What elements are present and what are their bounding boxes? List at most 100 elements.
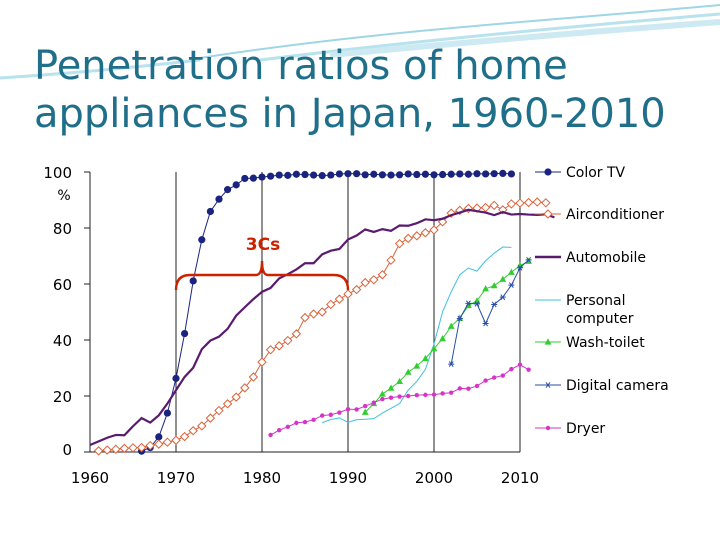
data-point-color-tv: [413, 170, 421, 179]
data-point-dryer: [328, 412, 333, 417]
data-point-dryer: [380, 396, 385, 402]
data-point-airconditioner: [188, 426, 198, 436]
legend-label: Personal: [566, 293, 626, 309]
data-point-dryer: [285, 424, 290, 429]
series-line-digital-camera: [450, 259, 529, 365]
legend-item-airconditioner: Airconditioner: [535, 207, 664, 223]
data-point-color-tv: [310, 171, 318, 179]
data-point-color-tv: [215, 195, 223, 203]
legend-swatch-marker: [544, 338, 552, 345]
data-point-airconditioner: [351, 284, 362, 295]
data-point-airconditioner: [420, 228, 431, 238]
data-point-airconditioner: [369, 275, 379, 285]
legend-label: Digital camera: [566, 378, 669, 394]
data-point-airconditioner: [412, 231, 422, 241]
slide-title-line2: appliances in Japan, 1960-2010: [34, 91, 666, 137]
y-tick-label: 40: [53, 332, 72, 350]
data-point-wash-toilet: [422, 354, 429, 362]
data-point-color-tv: [275, 171, 283, 179]
series-automobile: [89, 208, 555, 447]
data-point-airconditioner: [300, 312, 310, 323]
chart-series-layer: [89, 169, 555, 456]
data-point-airconditioner: [334, 294, 345, 304]
legend-item-personal-computer: Personal computer: [535, 293, 634, 327]
legend-swatch-marker: [544, 168, 552, 176]
y-unit-label: %: [57, 188, 70, 204]
data-point-wash-toilet: [404, 368, 412, 375]
data-point-color-tv: [456, 170, 464, 178]
data-point-airconditioner: [162, 437, 173, 447]
data-point-dryer: [500, 373, 505, 378]
data-point-dryer: [354, 407, 359, 412]
data-point-airconditioner: [111, 444, 121, 454]
legend-label: computer: [566, 311, 634, 327]
legend-item-automobile: Automobile: [535, 250, 646, 266]
data-point-dryer: [371, 400, 376, 405]
data-point-wash-toilet: [439, 335, 446, 342]
data-point-dryer: [526, 367, 531, 372]
data-point-airconditioner: [197, 421, 207, 431]
data-point-airconditioner: [394, 238, 405, 249]
legend-item-wash-toilet: Wash-toilet: [535, 335, 645, 351]
data-point-airconditioner: [480, 202, 491, 213]
data-point-airconditioner: [360, 277, 370, 288]
data-point-airconditioner: [326, 299, 336, 310]
data-point-wash-toilet: [361, 408, 369, 415]
legend-label: Wash-toilet: [566, 335, 645, 351]
series-color-tv: [138, 169, 515, 455]
data-point-wash-toilet: [387, 384, 395, 391]
data-point-dryer: [277, 427, 282, 433]
data-point-airconditioner: [291, 329, 302, 339]
data-point-dryer: [431, 392, 437, 397]
data-point-wash-toilet: [379, 390, 386, 397]
data-point-digital-camera: [499, 294, 506, 301]
y-tick-label: 0: [62, 441, 72, 459]
data-point-airconditioner: [283, 335, 293, 346]
data-point-airconditioner: [222, 399, 233, 409]
data-point-color-tv: [421, 170, 429, 178]
x-tick-label: 1990: [329, 469, 367, 487]
series-dryer: [268, 362, 531, 438]
x-tick-label: 1960: [71, 469, 109, 487]
data-point-digital-camera: [525, 257, 532, 263]
data-point-airconditioner: [145, 440, 155, 451]
data-point-dryer: [509, 366, 514, 372]
data-point-airconditioner: [214, 405, 224, 416]
data-point-digital-camera: [474, 300, 480, 307]
data-point-color-tv: [482, 170, 490, 178]
data-point-airconditioner: [274, 341, 284, 351]
data-point-airconditioner: [386, 255, 396, 265]
data-point-airconditioner: [377, 270, 388, 280]
x-tick-label: 1970: [157, 469, 195, 487]
data-point-color-tv: [344, 170, 352, 178]
x-tick-label: 2010: [501, 469, 539, 487]
data-point-dryer: [492, 375, 497, 380]
data-point-color-tv: [284, 171, 292, 179]
data-point-wash-toilet: [430, 345, 438, 352]
legend-swatch-marker: [545, 382, 551, 388]
data-point-dryer: [466, 386, 471, 391]
data-point-dryer: [483, 378, 488, 383]
slide-title-line1: Penetration ratios of home: [34, 43, 568, 89]
data-point-color-tv: [206, 207, 214, 216]
data-point-airconditioner: [532, 197, 542, 207]
data-point-airconditioner: [257, 357, 267, 367]
data-point-dryer: [440, 391, 445, 396]
data-point-digital-camera: [456, 315, 463, 322]
data-point-digital-camera: [517, 264, 523, 271]
data-point-color-tv: [370, 170, 378, 178]
data-point-dryer: [449, 390, 454, 395]
data-point-color-tv: [241, 174, 249, 183]
data-point-airconditioner: [136, 442, 147, 453]
data-point-color-tv: [172, 374, 180, 382]
annotation-label: 3Cs: [246, 235, 280, 255]
legend-swatch-marker: [543, 209, 553, 219]
series-wash-toilet: [361, 257, 532, 415]
data-point-digital-camera: [508, 282, 515, 289]
data-point-wash-toilet: [499, 275, 507, 282]
legend-label: Dryer: [566, 421, 605, 437]
legend-label: Color TV: [566, 165, 626, 181]
data-point-dryer: [345, 406, 351, 412]
chart-legend: Color TV Airconditioner Automobile Personal…: [535, 165, 669, 437]
series-personal-computer: [322, 246, 512, 424]
